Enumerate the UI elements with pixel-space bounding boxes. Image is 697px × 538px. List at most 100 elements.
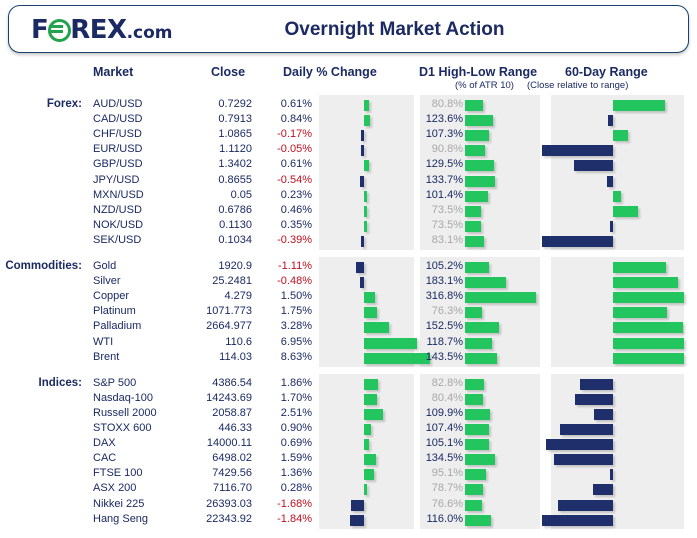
label-d1-s-p-500: 82.8% — [431, 376, 463, 389]
row-daily-pct-ftse-100: 1.36% — [280, 467, 312, 480]
row-market-copper: Copper — [93, 290, 130, 303]
bar-d1-stoxx-600 — [465, 424, 490, 435]
row-close-brent: 114.03 — [219, 350, 252, 363]
logo-letters-rex: REX — [70, 15, 127, 45]
row-daily-pct-hang-seng: -1.84% — [277, 512, 312, 525]
row-close-copper: 4.279 — [224, 290, 252, 303]
bar-d1-nasdaq-100 — [465, 393, 483, 405]
bar-60-day-cac — [554, 454, 613, 466]
bar-daily-pct-stoxx-600 — [364, 424, 371, 435]
bar-60-day-cad-usd — [608, 115, 613, 127]
bar-60-day-silver — [613, 277, 678, 289]
label-d1-russell-2000: 109.9% — [425, 406, 463, 419]
bar-daily-pct-eur-usd — [361, 145, 364, 157]
bar-d1-hang-seng — [465, 514, 491, 526]
bar-daily-pct-palladium — [364, 322, 389, 334]
bar-daily-pct-aud-usd — [364, 100, 369, 111]
bar-60-day-wti — [613, 337, 684, 349]
row-market-chf-usd: CHF/USD — [93, 128, 142, 141]
bar-60-day-palladium — [613, 322, 683, 334]
bar-d1-asx-200 — [465, 484, 483, 496]
row-daily-pct-jpy-usd: -0.54% — [277, 173, 312, 186]
bar-60-day-dax — [545, 439, 613, 451]
row-close-platinum: 1071.773 — [206, 305, 252, 318]
bar-d1-ftse-100 — [465, 469, 487, 481]
bar-60-day-nasdaq-100 — [575, 393, 613, 405]
bar-60-day-copper — [613, 292, 684, 304]
label-d1-hang-seng: 116.0% — [426, 512, 464, 525]
bar-d1-brent — [465, 352, 498, 364]
row-close-s-p-500: 4386.54 — [212, 376, 252, 389]
row-market-cac: CAC — [93, 452, 117, 465]
label-d1-gbp-usd: 129.5% — [425, 158, 463, 171]
label-d1-stoxx-600: 107.4% — [425, 422, 463, 434]
row-close-russell-2000: 2058.87 — [212, 406, 252, 419]
header-banner: F REX.com Overnight Market Action — [8, 5, 689, 53]
row-market-hang-seng: Hang Seng — [93, 512, 149, 525]
bar-d1-gbp-usd — [465, 160, 494, 172]
row-close-stoxx-600: 446.33 — [218, 422, 252, 434]
logo-letter-f: F — [31, 15, 49, 45]
row-market-platinum: Platinum — [93, 305, 136, 318]
bar-d1-silver — [465, 277, 506, 289]
bar-60-day-jpy-usd — [607, 175, 613, 187]
bar-daily-pct-asx-200 — [364, 484, 367, 496]
column-header-daily-pct-change: Daily % Change — [283, 65, 377, 79]
row-daily-pct-gold: -1.11% — [277, 260, 312, 272]
row-market-nok-usd: NOK/USD — [93, 218, 144, 231]
bar-daily-pct-nzd-usd — [364, 205, 368, 217]
row-market-dax: DAX — [93, 437, 116, 450]
row-market-cad-usd: CAD/USD — [93, 113, 143, 126]
bar-60-day-brent — [613, 352, 684, 364]
row-close-aud-usd: 0.7292 — [218, 98, 252, 110]
bar-d1-mxn-usd — [465, 190, 488, 202]
bar-d1-chf-usd — [465, 130, 490, 142]
row-close-palladium: 2664.977 — [206, 320, 252, 333]
column-header-close: Close — [211, 65, 246, 79]
bar-60-day-ftse-100 — [610, 469, 613, 481]
bar-60-day-platinum — [613, 307, 668, 319]
row-close-sek-usd: 0.1034 — [218, 233, 252, 246]
row-close-asx-200: 7116.70 — [213, 482, 252, 495]
bar-d1-nikkei-225 — [465, 499, 483, 511]
row-close-jpy-usd: 0.8655 — [218, 173, 252, 186]
row-close-nok-usd: 0.1130 — [219, 218, 252, 231]
bar-daily-pct-platinum — [364, 307, 378, 319]
bar-daily-pct-gbp-usd — [364, 160, 369, 172]
row-market-russell-2000: Russell 2000 — [93, 406, 157, 419]
bar-d1-wti — [465, 337, 492, 349]
bar-d1-aud-usd — [465, 100, 484, 111]
section-label-indices: Indices: — [38, 376, 82, 389]
bar-daily-pct-hang-seng — [350, 514, 364, 526]
bar-daily-pct-chf-usd — [361, 130, 364, 142]
label-d1-nikkei-225: 76.6% — [431, 497, 463, 510]
label-d1-asx-200: 78.7% — [431, 482, 463, 495]
logo-dotcom: .com — [126, 23, 173, 43]
bar-daily-pct-ftse-100 — [364, 469, 375, 481]
row-daily-pct-mxn-usd: 0.23% — [280, 188, 312, 201]
row-market-nzd-usd: NZD/USD — [93, 203, 142, 216]
forex-com-logo: F REX.com — [31, 17, 173, 46]
bar-d1-platinum — [465, 307, 483, 319]
label-d1-chf-usd: 107.3% — [425, 128, 463, 141]
label-d1-eur-usd: 90.8% — [431, 143, 463, 156]
label-d1-gold: 105.2% — [425, 260, 463, 272]
row-daily-pct-cad-usd: 0.84% — [280, 113, 312, 126]
column-header-d1-high-low-range: D1 High-Low Range — [419, 65, 538, 79]
bar-daily-pct-s-p-500 — [364, 378, 379, 390]
row-close-cad-usd: 0.7913 — [218, 113, 252, 126]
bar-daily-pct-sek-usd — [361, 235, 364, 247]
row-daily-pct-chf-usd: -0.17% — [277, 128, 312, 141]
bar-d1-gold — [465, 262, 489, 273]
bar-60-day-s-p-500 — [579, 378, 613, 390]
bar-d1-palladium — [465, 322, 500, 334]
bar-daily-pct-cad-usd — [364, 115, 371, 127]
row-daily-pct-dax: 0.69% — [280, 437, 312, 450]
row-daily-pct-sek-usd: -0.39% — [277, 233, 312, 246]
bar-daily-pct-mxn-usd — [364, 190, 367, 202]
row-daily-pct-palladium: 3.28% — [280, 320, 312, 333]
row-daily-pct-brent: 8.63% — [280, 350, 312, 363]
bar-d1-jpy-usd — [465, 175, 495, 187]
label-d1-aud-usd: 80.8% — [431, 98, 463, 110]
bar-60-day-mxn-usd — [613, 190, 622, 202]
